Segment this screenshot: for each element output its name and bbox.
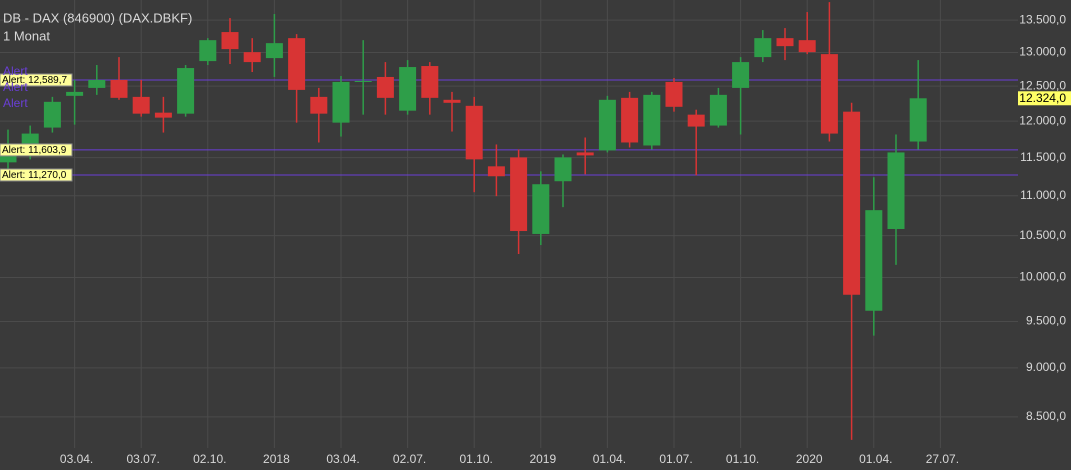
candle-body (621, 97, 639, 143)
x-tick-label: 02.07. (393, 452, 426, 466)
x-tick-label: 01.10. (460, 452, 493, 466)
candle-body (110, 79, 128, 98)
x-tick-label: 2019 (529, 452, 556, 466)
alert-label-bg (0, 73, 73, 87)
y-tick-label: 13.000,0 (1019, 45, 1066, 59)
current-price-label: 12.324,0 (1019, 91, 1066, 105)
candle-body (820, 54, 838, 134)
candle-body (265, 43, 283, 59)
x-tick-label: 03.07. (127, 452, 160, 466)
candle-body (865, 210, 883, 311)
candle-body (643, 94, 661, 146)
alert-label-bg (0, 143, 73, 157)
candle-body (687, 114, 705, 127)
candle-body (443, 99, 461, 103)
candle-body (465, 105, 483, 160)
candle-body (399, 67, 417, 111)
alert-tag: Alert (3, 96, 28, 110)
candle-body (665, 81, 683, 107)
candle-body (798, 40, 816, 53)
candle-body (554, 157, 572, 182)
candle-body (887, 152, 905, 229)
candle-body (510, 157, 528, 232)
y-tick-label: 11.000,0 (1020, 188, 1066, 202)
y-tick-label: 9.500,0 (1026, 314, 1066, 328)
candle-body (909, 98, 927, 142)
candle-body (732, 62, 750, 88)
candle-body (66, 91, 84, 96)
alert-label: Alert: 11,603,9 (2, 145, 67, 156)
x-tick-label: 2018 (263, 452, 290, 466)
plot (0, 2, 927, 440)
chart-title: DB - DAX (846900) (DAX.DBKF) (3, 10, 192, 25)
y-tick-label: 10.000,0 (1019, 270, 1066, 284)
candle-body (332, 81, 350, 123)
candle-body (598, 99, 616, 151)
candle-body (132, 96, 150, 114)
y-tick-label: 9.000,0 (1026, 360, 1066, 374)
y-tick-label: 11.500,0 (1020, 150, 1066, 164)
candle-body (843, 111, 861, 295)
x-tick-label: 03.04. (60, 452, 93, 466)
candle-body (532, 184, 550, 234)
grid (0, 0, 1018, 448)
alert-tag: Alert (3, 80, 28, 94)
alert-label: Alert: 12,589,7 (2, 75, 67, 86)
candle-body (154, 112, 172, 118)
x-tick-label: 01.07. (659, 452, 692, 466)
current-price-bg (1018, 91, 1071, 106)
candle-body (243, 52, 261, 63)
x-tick-label: 01.04. (859, 452, 892, 466)
alert-label-bg (0, 168, 73, 182)
candle-body (199, 40, 217, 62)
x-tick-label: 03.04. (326, 452, 359, 466)
y-tick-label: 13.500,0 (1019, 12, 1066, 26)
candle-body (487, 166, 505, 177)
candle-body (43, 101, 61, 128)
candle-body (310, 96, 328, 114)
candle-body (776, 38, 794, 47)
candle-body (354, 80, 372, 82)
y-tick-label: 8.500,0 (1026, 409, 1066, 423)
x-tick-label: 01.10. (726, 452, 759, 466)
candle-body (177, 68, 195, 114)
candle-body (576, 152, 594, 156)
x-tick-label: 2020 (796, 452, 823, 466)
x-tick-label: 27.07. (926, 452, 959, 466)
x-tick-label: 01.04. (593, 452, 626, 466)
y-tick-label: 12.500,0 (1019, 78, 1066, 92)
alert-label: Alert: 11,270,0 (2, 170, 67, 181)
y-tick-label: 12.000,0 (1019, 113, 1066, 127)
alert-tag: Alert (3, 64, 28, 78)
candle-body (88, 79, 106, 88)
candle-body (288, 38, 306, 90)
candle-body (709, 94, 727, 126)
candle-body (754, 38, 772, 58)
chart-subtitle: 1 Monat (3, 28, 50, 43)
candle-body (421, 66, 439, 98)
y-tick-label: 10.500,0 (1019, 228, 1066, 242)
candle-body (221, 32, 239, 50)
x-tick-label: 02.10. (193, 452, 226, 466)
candle-body (376, 76, 394, 98)
